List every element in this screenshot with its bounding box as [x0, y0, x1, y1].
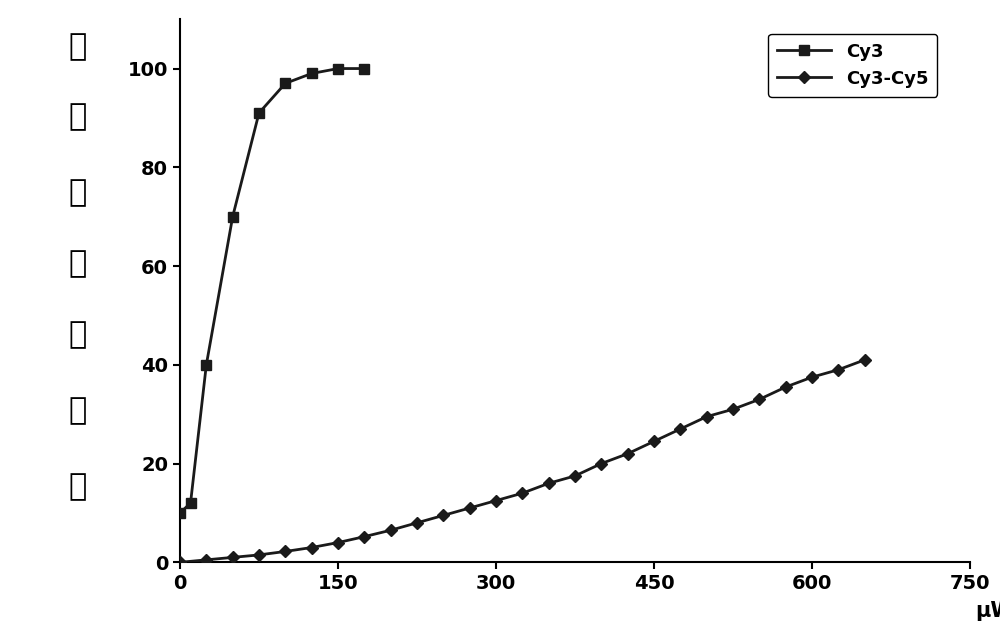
- Text: 强: 强: [68, 396, 86, 425]
- Cy3: [200, 361, 212, 369]
- Cy3-Cy5: [753, 396, 765, 403]
- Cy3: [253, 109, 265, 117]
- Cy3-Cy5: [595, 459, 607, 467]
- Cy3-Cy5: [648, 438, 660, 445]
- Cy3-Cy5: [253, 551, 265, 558]
- Cy3-Cy5: [490, 497, 502, 504]
- Text: 一: 一: [68, 102, 86, 132]
- Text: 荧: 荧: [68, 249, 86, 278]
- Cy3-Cy5: [859, 356, 871, 364]
- Cy3-Cy5: [832, 366, 844, 374]
- Legend: Cy3, Cy3-Cy5: Cy3, Cy3-Cy5: [768, 34, 937, 96]
- Text: μW: μW: [976, 601, 1000, 621]
- Cy3: [332, 65, 344, 72]
- Cy3-Cy5: [306, 544, 318, 551]
- Cy3: [358, 65, 370, 72]
- Cy3-Cy5: [411, 519, 423, 527]
- Cy3-Cy5: [727, 405, 739, 413]
- Cy3: [174, 509, 186, 517]
- Cy3-Cy5: [279, 548, 291, 555]
- Cy3-Cy5: [674, 425, 686, 433]
- Cy3: [185, 499, 197, 507]
- Cy3-Cy5: [437, 512, 449, 520]
- Cy3-Cy5: [543, 479, 555, 487]
- Cy3-Cy5: [464, 504, 476, 512]
- Cy3-Cy5: [227, 553, 239, 561]
- Text: 光: 光: [68, 320, 86, 349]
- Cy3-Cy5: [701, 413, 713, 420]
- Text: 归: 归: [68, 32, 86, 61]
- Cy3: [227, 213, 239, 220]
- Cy3: [279, 79, 291, 87]
- Cy3: [306, 70, 318, 77]
- Cy3-Cy5: [174, 558, 186, 566]
- Text: 化: 化: [68, 178, 86, 208]
- Cy3-Cy5: [358, 533, 370, 541]
- Line: Cy3-Cy5: Cy3-Cy5: [176, 356, 869, 567]
- Cy3-Cy5: [332, 539, 344, 546]
- Cy3-Cy5: [200, 556, 212, 564]
- Line: Cy3: Cy3: [175, 64, 369, 518]
- Cy3-Cy5: [516, 489, 528, 497]
- Text: 度: 度: [68, 472, 86, 501]
- Cy3-Cy5: [806, 373, 818, 381]
- Cy3-Cy5: [780, 383, 792, 391]
- Cy3-Cy5: [622, 450, 634, 458]
- Cy3-Cy5: [569, 472, 581, 480]
- Cy3-Cy5: [385, 527, 397, 534]
